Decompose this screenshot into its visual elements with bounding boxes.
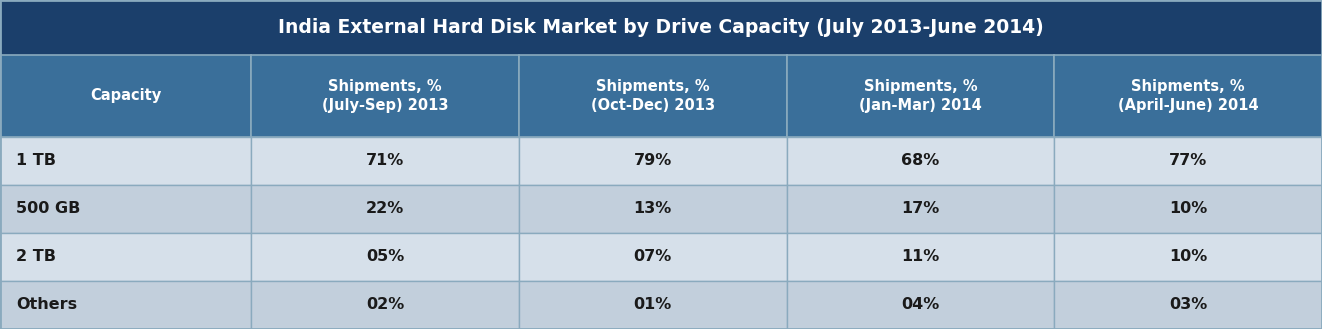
Text: 01%: 01% — [633, 297, 672, 313]
Text: 2 TB: 2 TB — [16, 249, 56, 265]
Text: Shipments, %
(July-Sep) 2013: Shipments, % (July-Sep) 2013 — [321, 79, 448, 113]
Text: Shipments, %
(Oct-Dec) 2013: Shipments, % (Oct-Dec) 2013 — [591, 79, 715, 113]
Text: Shipments, %
(Jan-Mar) 2014: Shipments, % (Jan-Mar) 2014 — [859, 79, 982, 113]
Text: 04%: 04% — [902, 297, 940, 313]
Text: 500 GB: 500 GB — [16, 201, 81, 216]
Bar — [518, 185, 787, 233]
Text: 07%: 07% — [633, 249, 672, 265]
Bar — [251, 185, 518, 233]
Bar — [1055, 185, 1322, 233]
Text: 1 TB: 1 TB — [16, 154, 56, 168]
Bar — [0, 137, 251, 185]
Bar — [787, 55, 1055, 137]
Bar — [518, 137, 787, 185]
Text: 10%: 10% — [1169, 201, 1207, 216]
Bar — [518, 233, 787, 281]
Bar — [518, 281, 787, 329]
Text: Others: Others — [16, 297, 77, 313]
Text: 22%: 22% — [366, 201, 405, 216]
Text: 77%: 77% — [1169, 154, 1207, 168]
Text: 11%: 11% — [902, 249, 940, 265]
Bar — [787, 137, 1055, 185]
Text: India External Hard Disk Market by Drive Capacity (July 2013-June 2014): India External Hard Disk Market by Drive… — [278, 18, 1044, 37]
Bar — [0, 281, 251, 329]
Text: 05%: 05% — [366, 249, 405, 265]
Bar — [1055, 281, 1322, 329]
Bar — [0, 185, 251, 233]
Bar — [0, 0, 1322, 55]
Bar — [1055, 233, 1322, 281]
Text: 13%: 13% — [633, 201, 672, 216]
Text: 71%: 71% — [366, 154, 405, 168]
Text: Shipments, %
(April-June) 2014: Shipments, % (April-June) 2014 — [1118, 79, 1259, 113]
Bar — [251, 137, 518, 185]
Text: 03%: 03% — [1169, 297, 1207, 313]
Text: 79%: 79% — [633, 154, 672, 168]
Bar — [518, 55, 787, 137]
Text: 68%: 68% — [902, 154, 940, 168]
Text: 02%: 02% — [366, 297, 405, 313]
Bar — [251, 233, 518, 281]
Bar — [1055, 55, 1322, 137]
Text: 17%: 17% — [902, 201, 940, 216]
Text: 10%: 10% — [1169, 249, 1207, 265]
Bar — [251, 55, 518, 137]
Bar — [0, 233, 251, 281]
Bar — [251, 281, 518, 329]
Bar — [0, 55, 251, 137]
Bar — [787, 185, 1055, 233]
Bar — [787, 233, 1055, 281]
Text: Capacity: Capacity — [90, 89, 161, 104]
Bar — [787, 281, 1055, 329]
Bar — [1055, 137, 1322, 185]
